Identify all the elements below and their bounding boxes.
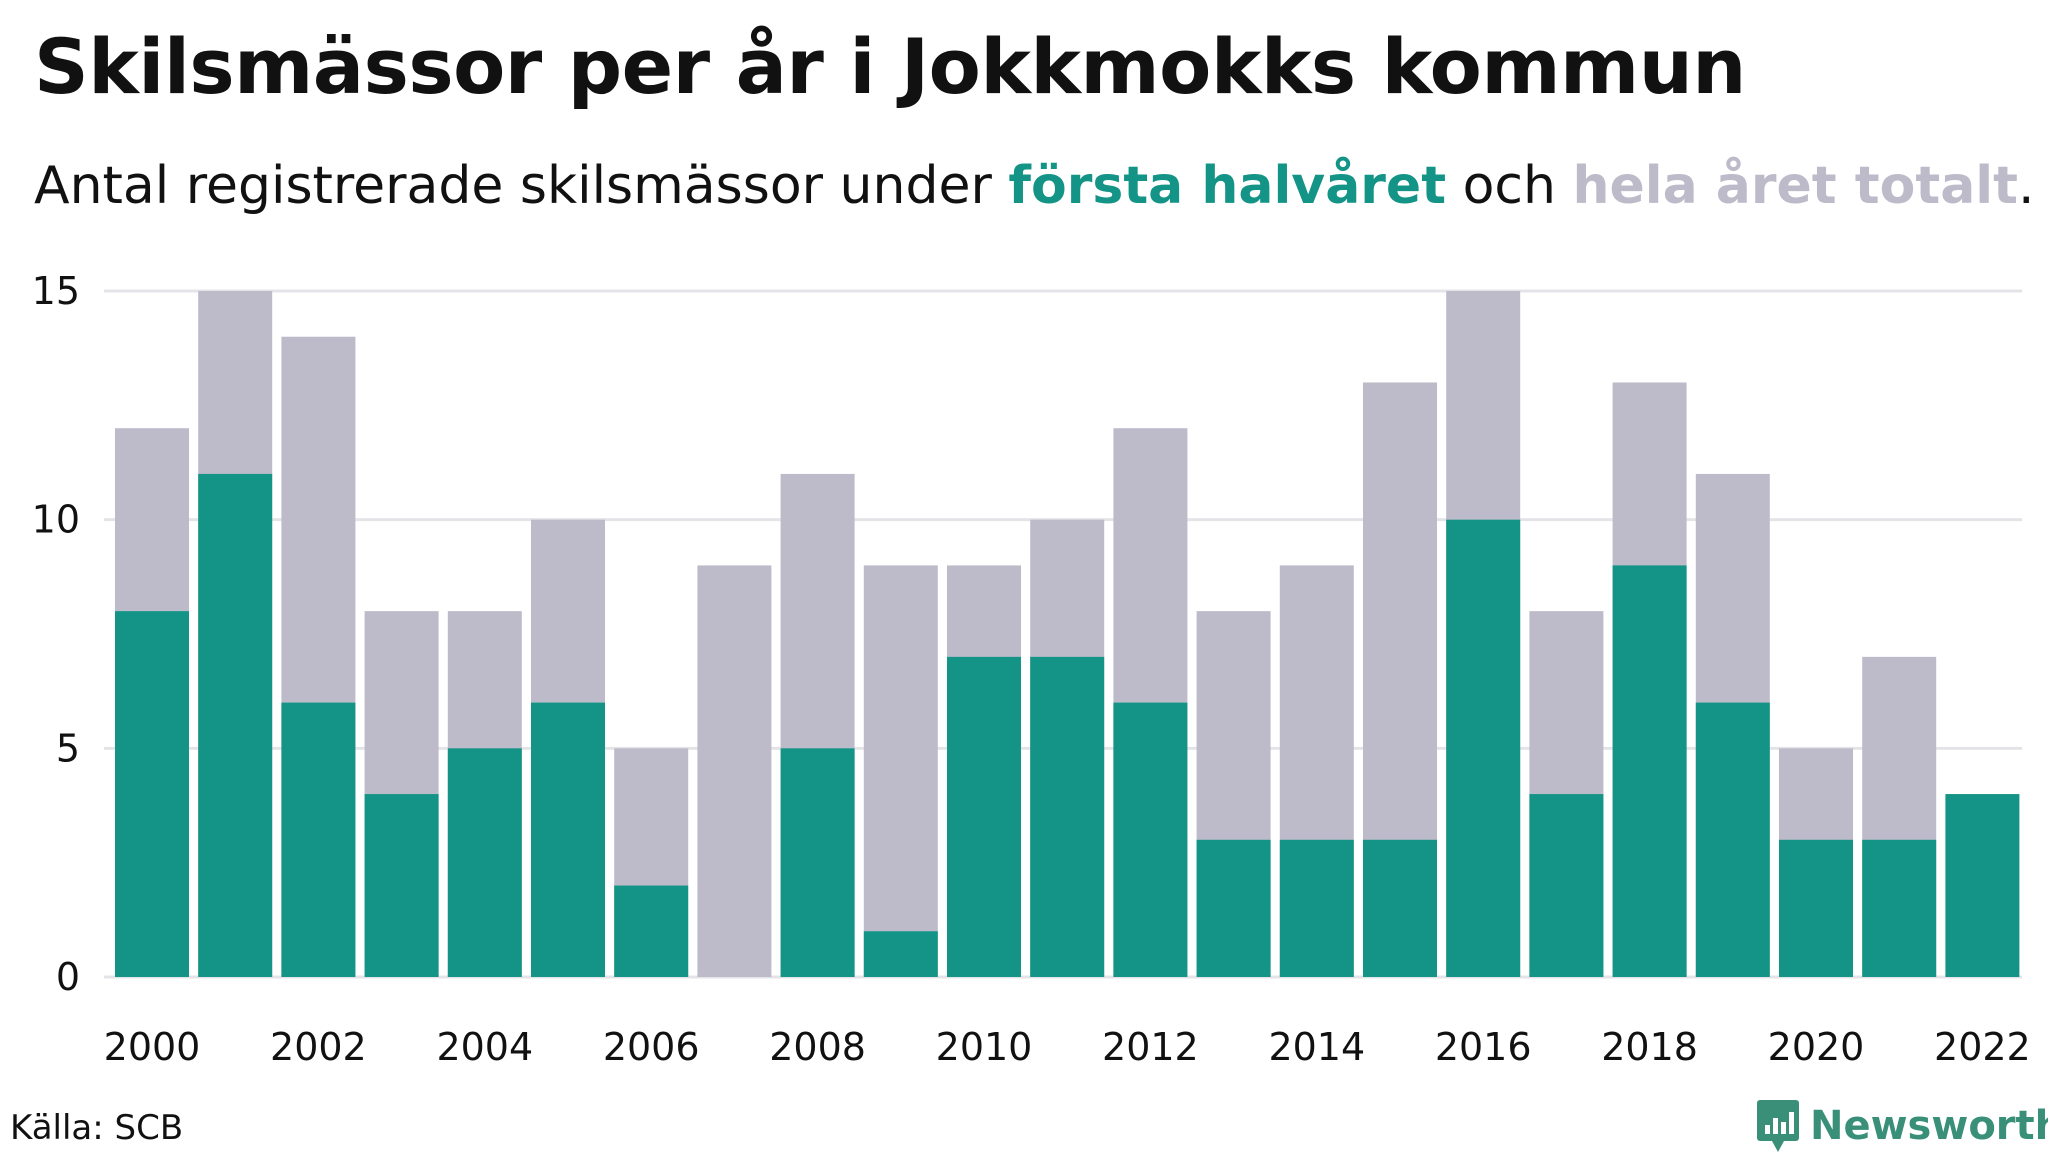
subtitle-legend-full-year: hela året totalt	[1572, 156, 2018, 216]
subtitle-suffix: .	[2017, 156, 2035, 216]
bar-full-year-2009	[863, 565, 938, 977]
y-tick-label: 0	[56, 955, 80, 999]
bar-first-half-2000	[115, 611, 189, 977]
x-tick-label: 2022	[1934, 1025, 2031, 1069]
x-tick-label: 2010	[936, 1025, 1033, 1069]
x-tick-label: 2012	[1102, 1025, 1199, 1069]
bar-first-half-2014	[1279, 839, 1354, 977]
bar-first-half-2015	[1363, 839, 1437, 977]
newsworthy-logo-icon	[1757, 1100, 1799, 1152]
brand-name: Newsworthy	[1810, 1103, 2048, 1149]
bar-first-half-2008	[780, 748, 855, 977]
x-tick-label: 2002	[270, 1025, 367, 1069]
bar-first-half-2009	[863, 931, 938, 977]
bar-first-half-2021	[1862, 839, 1937, 977]
source-note: Källa: SCB	[10, 1108, 184, 1148]
bar-first-half-2022	[1945, 794, 2020, 977]
bar-first-half-2004	[447, 748, 522, 977]
bar-first-half-2011	[1030, 656, 1105, 977]
y-tick-label: 10	[32, 498, 80, 542]
bar-first-half-2019	[1695, 702, 1770, 977]
bar-first-half-2001	[198, 473, 273, 977]
bar-first-half-2017	[1529, 794, 1604, 977]
y-tick-label: 5	[56, 726, 80, 770]
bar-first-half-2013	[1196, 839, 1271, 977]
chart-title: Skilsmässor per år i Jokkmokks kommun	[34, 22, 1746, 111]
brand: Newsworthy	[1756, 1098, 2048, 1154]
chart-subtitle: Antal registrerade skilsmässor under för…	[34, 156, 2035, 216]
y-tick-label: 15	[32, 269, 80, 313]
bar-full-year-2007	[697, 565, 772, 977]
x-tick-label: 2006	[603, 1025, 700, 1069]
x-tick-label: 2020	[1768, 1025, 1865, 1069]
bar-first-half-2002	[281, 702, 356, 977]
x-tick-label: 2014	[1268, 1025, 1365, 1069]
x-tick-label: 2004	[436, 1025, 533, 1069]
bar-first-half-2020	[1779, 839, 1853, 977]
bar-first-half-2012	[1113, 702, 1188, 977]
subtitle-prefix: Antal registrerade skilsmässor under	[34, 156, 1009, 216]
subtitle-legend-first-half: första halvåret	[1008, 156, 1447, 216]
bar-first-half-2003	[364, 794, 439, 977]
subtitle-middle: och	[1446, 156, 1573, 216]
bar-first-half-2006	[614, 885, 689, 977]
x-tick-label: 2016	[1435, 1025, 1532, 1069]
bar-first-half-2010	[947, 656, 1021, 977]
bar-first-half-2018	[1612, 565, 1687, 977]
bar-first-half-2005	[531, 702, 605, 977]
x-tick-label: 2018	[1601, 1025, 1698, 1069]
x-tick-label: 2008	[769, 1025, 866, 1069]
bar-first-half-2016	[1446, 519, 1521, 977]
x-tick-label: 2000	[104, 1025, 201, 1069]
